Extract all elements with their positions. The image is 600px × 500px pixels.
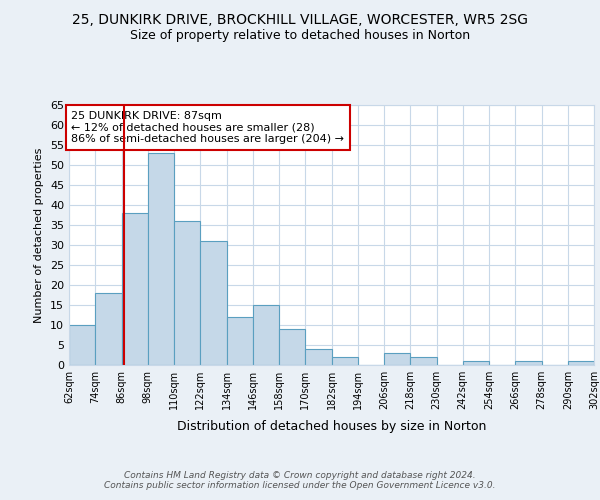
Bar <box>69 325 95 365</box>
Bar <box>200 241 227 365</box>
Bar <box>384 353 410 365</box>
X-axis label: Distribution of detached houses by size in Norton: Distribution of detached houses by size … <box>177 420 486 434</box>
Bar <box>227 317 253 365</box>
Bar <box>410 357 437 365</box>
Bar <box>122 213 148 365</box>
Bar <box>174 221 200 365</box>
Y-axis label: Number of detached properties: Number of detached properties <box>34 148 44 322</box>
Bar <box>515 361 542 365</box>
Text: 25 DUNKIRK DRIVE: 87sqm
← 12% of detached houses are smaller (28)
86% of semi-de: 25 DUNKIRK DRIVE: 87sqm ← 12% of detache… <box>71 111 344 144</box>
Bar <box>148 153 174 365</box>
Bar <box>331 357 358 365</box>
Bar <box>463 361 489 365</box>
Text: Size of property relative to detached houses in Norton: Size of property relative to detached ho… <box>130 29 470 42</box>
Bar <box>253 305 279 365</box>
Bar <box>568 361 594 365</box>
Bar <box>95 293 122 365</box>
Text: Contains HM Land Registry data © Crown copyright and database right 2024.
Contai: Contains HM Land Registry data © Crown c… <box>104 470 496 490</box>
Bar <box>279 329 305 365</box>
Text: 25, DUNKIRK DRIVE, BROCKHILL VILLAGE, WORCESTER, WR5 2SG: 25, DUNKIRK DRIVE, BROCKHILL VILLAGE, WO… <box>72 12 528 26</box>
Bar <box>305 349 331 365</box>
